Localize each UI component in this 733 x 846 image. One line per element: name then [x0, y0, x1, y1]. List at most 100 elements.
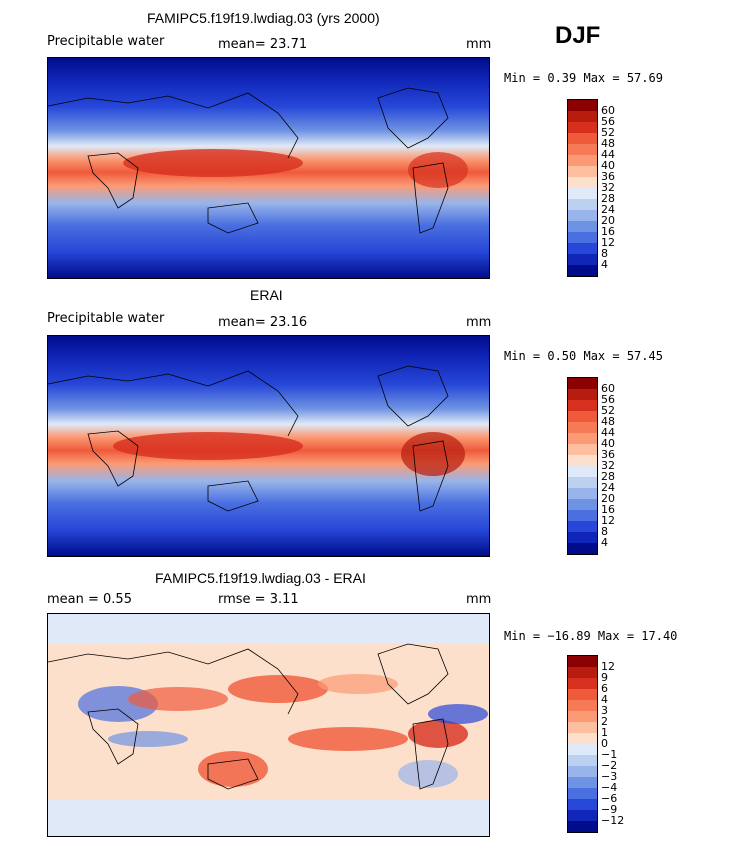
colorbar-tick: 40: [601, 159, 615, 172]
panel2-swatch: [568, 400, 597, 411]
panel3-swatch: [568, 733, 597, 744]
colorbar-tick: −12: [601, 814, 625, 827]
panel2-swatch: [568, 521, 597, 532]
colorbar-tick: 32: [601, 181, 615, 194]
colorbar-tick: 52: [601, 404, 615, 417]
panel3-rmse: rmse = 3.11: [218, 592, 299, 607]
panel1-swatch: [568, 243, 597, 254]
panel1-swatch: [568, 221, 597, 232]
colorbar-tick: 9: [601, 671, 608, 684]
colorbar-tick: 44: [601, 148, 615, 161]
panel2-swatch: [568, 444, 597, 455]
panel3-swatch: [568, 667, 597, 678]
colorbar-tick: 60: [601, 382, 615, 395]
colorbar-tick: −9: [601, 803, 618, 816]
panel1-swatch: [568, 166, 597, 177]
colorbar-tick: 32: [601, 459, 615, 472]
panel3-map-field: [48, 614, 489, 836]
colorbar-tick: 24: [601, 203, 615, 216]
panel1-swatch: [568, 199, 597, 210]
colorbar-tick: 28: [601, 470, 615, 483]
colorbar-tick: 36: [601, 170, 615, 183]
panel2-mean: mean= 23.16: [218, 315, 308, 330]
panel2-swatch: [568, 378, 597, 389]
panel2-swatch: [568, 422, 597, 433]
panel1-colorbar-swatches: [567, 99, 598, 277]
panel3-minmax: Min = −16.89 Max = 17.40: [504, 629, 678, 643]
panel2-swatch: [568, 433, 597, 444]
panel1-map-field: [48, 58, 489, 278]
colorbar-tick: 24: [601, 481, 615, 494]
panel3-swatch: [568, 755, 597, 766]
panel2-swatch: [568, 510, 597, 521]
panel1-variable: Precipitable water: [47, 34, 165, 49]
panel1-swatch: [568, 265, 597, 276]
panel1-swatch: [568, 111, 597, 122]
colorbar-tick: 16: [601, 225, 615, 238]
panel3-swatch: [568, 722, 597, 733]
colorbar-tick: 60: [601, 104, 615, 117]
panel2-colorbar-swatches: [567, 377, 598, 555]
panel1-swatch: [568, 155, 597, 166]
colorbar-tick: 1: [601, 726, 608, 739]
colorbar-tick: 4: [601, 536, 608, 549]
panel3-swatch: [568, 788, 597, 799]
panel3-swatch: [568, 744, 597, 755]
panel1-map: [47, 57, 490, 279]
panel3-map: [47, 613, 490, 837]
colorbar-tick: −4: [601, 781, 618, 794]
panel1-swatch: [568, 144, 597, 155]
panel2-swatch: [568, 532, 597, 543]
colorbar-tick: −2: [601, 759, 618, 772]
colorbar-tick: 48: [601, 137, 615, 150]
panel3-swatch: [568, 711, 597, 722]
colorbar-tick: 8: [601, 247, 608, 260]
colorbar-tick: 0: [601, 737, 608, 750]
panel2-swatch: [568, 455, 597, 466]
panel2-map-field: [48, 336, 489, 556]
panel1-swatch: [568, 100, 597, 111]
panel1-swatch: [568, 122, 597, 133]
colorbar-tick: 56: [601, 393, 615, 406]
colorbar-tick: 56: [601, 115, 615, 128]
colorbar-tick: −1: [601, 748, 618, 761]
panel2-swatch: [568, 411, 597, 422]
colorbar-tick: 6: [601, 682, 608, 695]
panel3-swatch: [568, 766, 597, 777]
colorbar-tick: 12: [601, 236, 615, 249]
panel2-swatch: [568, 488, 597, 499]
panel3-swatch: [568, 821, 597, 832]
panel1-mean: mean= 23.71: [218, 37, 308, 52]
colorbar-tick: 28: [601, 192, 615, 205]
colorbar-tick: 20: [601, 492, 615, 505]
season-label: DJF: [555, 22, 601, 49]
colorbar-tick: 52: [601, 126, 615, 139]
colorbar-tick: 4: [601, 258, 608, 271]
panel2-swatch: [568, 499, 597, 510]
colorbar-tick: 48: [601, 415, 615, 428]
panel1-swatch: [568, 232, 597, 243]
panel3-swatch: [568, 799, 597, 810]
panel2-title: ERAI: [250, 287, 283, 303]
colorbar-tick: 40: [601, 437, 615, 450]
colorbar-tick: 12: [601, 660, 615, 673]
panel1-minmax: Min = 0.39 Max = 57.69: [504, 71, 663, 85]
panel3-swatch: [568, 656, 597, 667]
colorbar-tick: 16: [601, 503, 615, 516]
panel1-title: FAMIPC5.f19f19.lwdiag.03 (yrs 2000): [147, 10, 380, 26]
panel2-map: [47, 335, 490, 557]
colorbar-tick: 12: [601, 514, 615, 527]
panel2-swatch: [568, 389, 597, 400]
panel3-swatch: [568, 678, 597, 689]
panel2-minmax: Min = 0.50 Max = 57.45: [504, 349, 663, 363]
panel1-units: mm: [466, 37, 492, 52]
colorbar-tick: 20: [601, 214, 615, 227]
colorbar-tick: 8: [601, 525, 608, 538]
colorbar-tick: 4: [601, 693, 608, 706]
panel3-swatch: [568, 700, 597, 711]
panel3-title: FAMIPC5.f19f19.lwdiag.03 - ERAI: [155, 570, 366, 586]
panel1-swatch: [568, 177, 597, 188]
panel3-swatch: [568, 689, 597, 700]
panel2-variable: Precipitable water: [47, 311, 165, 326]
panel2-swatch: [568, 466, 597, 477]
